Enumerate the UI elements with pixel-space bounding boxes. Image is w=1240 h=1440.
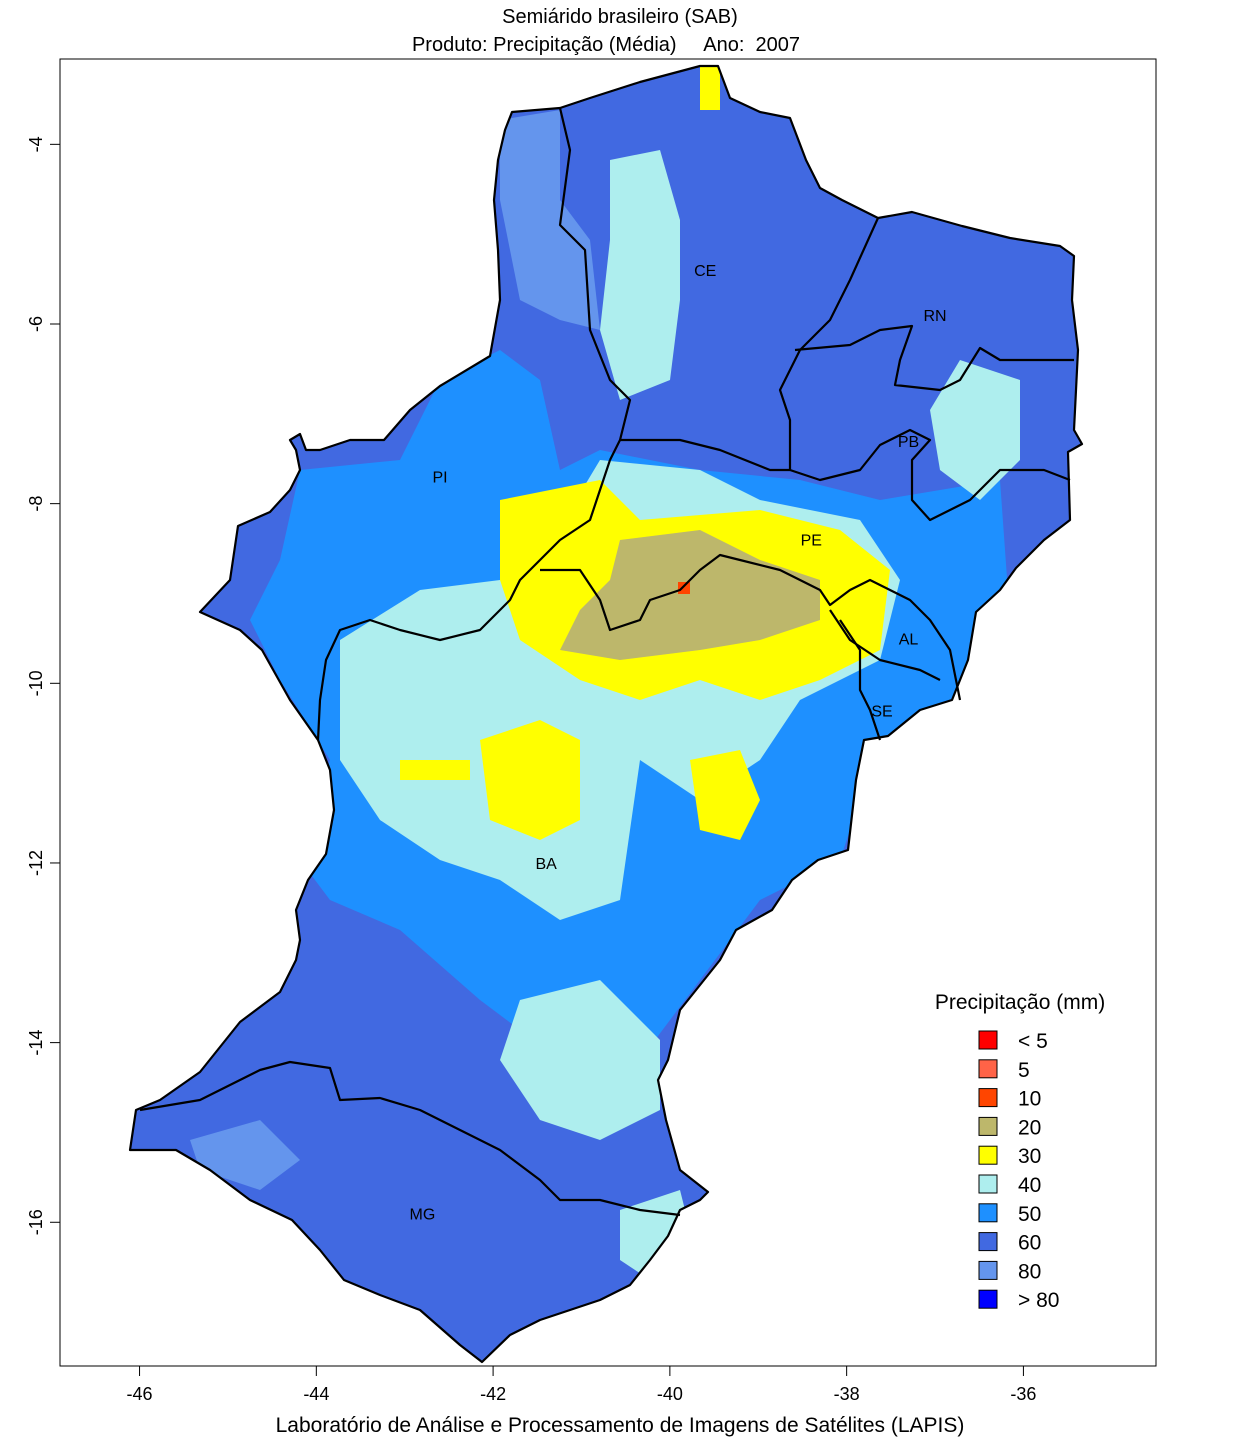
legend-label: 50 <box>1018 1203 1041 1226</box>
legend-swatch <box>978 1174 998 1194</box>
legend-swatch <box>978 1088 998 1108</box>
map-title: Semiárido brasileiro (SAB) <box>502 6 738 28</box>
legend-label: > 80 <box>1018 1289 1059 1312</box>
legend-swatch <box>978 1116 998 1136</box>
x-tick-label: -38 <box>834 1384 860 1404</box>
x-tick-label: -46 <box>127 1384 153 1404</box>
border-al-se <box>829 609 941 681</box>
y-tick-label: -4 <box>26 136 46 152</box>
y-tick-label: -8 <box>26 496 46 512</box>
y-tick-label: -10 <box>26 670 46 696</box>
y-tick-label: -12 <box>26 850 46 876</box>
border-rn-pb <box>794 324 1074 392</box>
border-ce-pe <box>620 217 880 472</box>
state-borders <box>139 107 1074 1217</box>
product-name: Precipitação (Média) <box>493 34 677 56</box>
legend-label: 10 <box>1018 1088 1041 1111</box>
state-label-pi: PI <box>433 470 448 487</box>
year-value: 2007 <box>755 34 801 56</box>
map-subtitle: Produto: Precipitação (Média) Ano: 2007 <box>0 34 1226 57</box>
legend-swatch <box>978 1145 998 1165</box>
legend-label: 5 <box>1018 1059 1030 1082</box>
region-outline <box>128 64 1084 1364</box>
state-label-rn: RN <box>923 308 946 325</box>
state-labels: CE RN PB PI PE AL SE BA MG <box>409 263 946 1223</box>
border-pi-ba <box>316 459 612 741</box>
footer-credit: Laboratório de Análise e Processamento d… <box>275 1414 965 1437</box>
legend-label: 60 <box>1018 1232 1041 1255</box>
product-label: Produto: <box>411 34 488 56</box>
year-label: Ano: <box>703 34 745 56</box>
x-tick-label: -36 <box>1010 1384 1036 1404</box>
state-label-ce: CE <box>694 263 716 280</box>
x-tick-label: -44 <box>303 1384 329 1404</box>
state-label-pb: PB <box>898 434 919 451</box>
x-tick-label: -40 <box>657 1384 683 1404</box>
y-tick-label: -16 <box>26 1209 46 1235</box>
legend-label: < 5 <box>1018 1030 1048 1053</box>
border-ba-se <box>839 619 882 741</box>
border-pb-pe <box>789 428 1071 522</box>
x-tick-label: -42 <box>480 1384 506 1404</box>
legend-swatch <box>978 1232 998 1252</box>
legend-swatch <box>978 1203 998 1223</box>
state-label-mg: MG <box>409 1206 435 1223</box>
y-tick-label: -14 <box>26 1030 46 1056</box>
legend-title: Precipitação (mm) <box>935 991 1105 1014</box>
state-label-al: AL <box>899 631 919 648</box>
legend-label: 30 <box>1018 1145 1041 1168</box>
border-ba-mg <box>139 1060 681 1217</box>
legend-swatch <box>978 1059 998 1079</box>
legend-label: 40 <box>1018 1174 1041 1197</box>
border-pe-ba-al <box>540 553 962 701</box>
state-label-pe: PE <box>801 533 822 550</box>
state-label-ba: BA <box>535 856 557 873</box>
legend-swatch <box>978 1260 998 1280</box>
legend-swatch <box>978 1289 998 1309</box>
y-axis: -4 -6 -8 -10 -12 -14 -16 <box>26 136 60 1235</box>
y-tick-label: -6 <box>26 316 46 332</box>
legend-label: 20 <box>1018 1116 1041 1139</box>
legend: Precipitação (mm) < 5 5 10 20 30 40 50 60 80 > 80 <box>935 991 1105 1312</box>
border-pi-ce <box>558 107 632 461</box>
x-axis: -46 -44 -42 -40 -38 -36 <box>127 1366 1036 1404</box>
legend-label: 80 <box>1018 1260 1041 1283</box>
legend-swatch <box>978 1030 998 1050</box>
state-label-se: SE <box>871 703 892 720</box>
